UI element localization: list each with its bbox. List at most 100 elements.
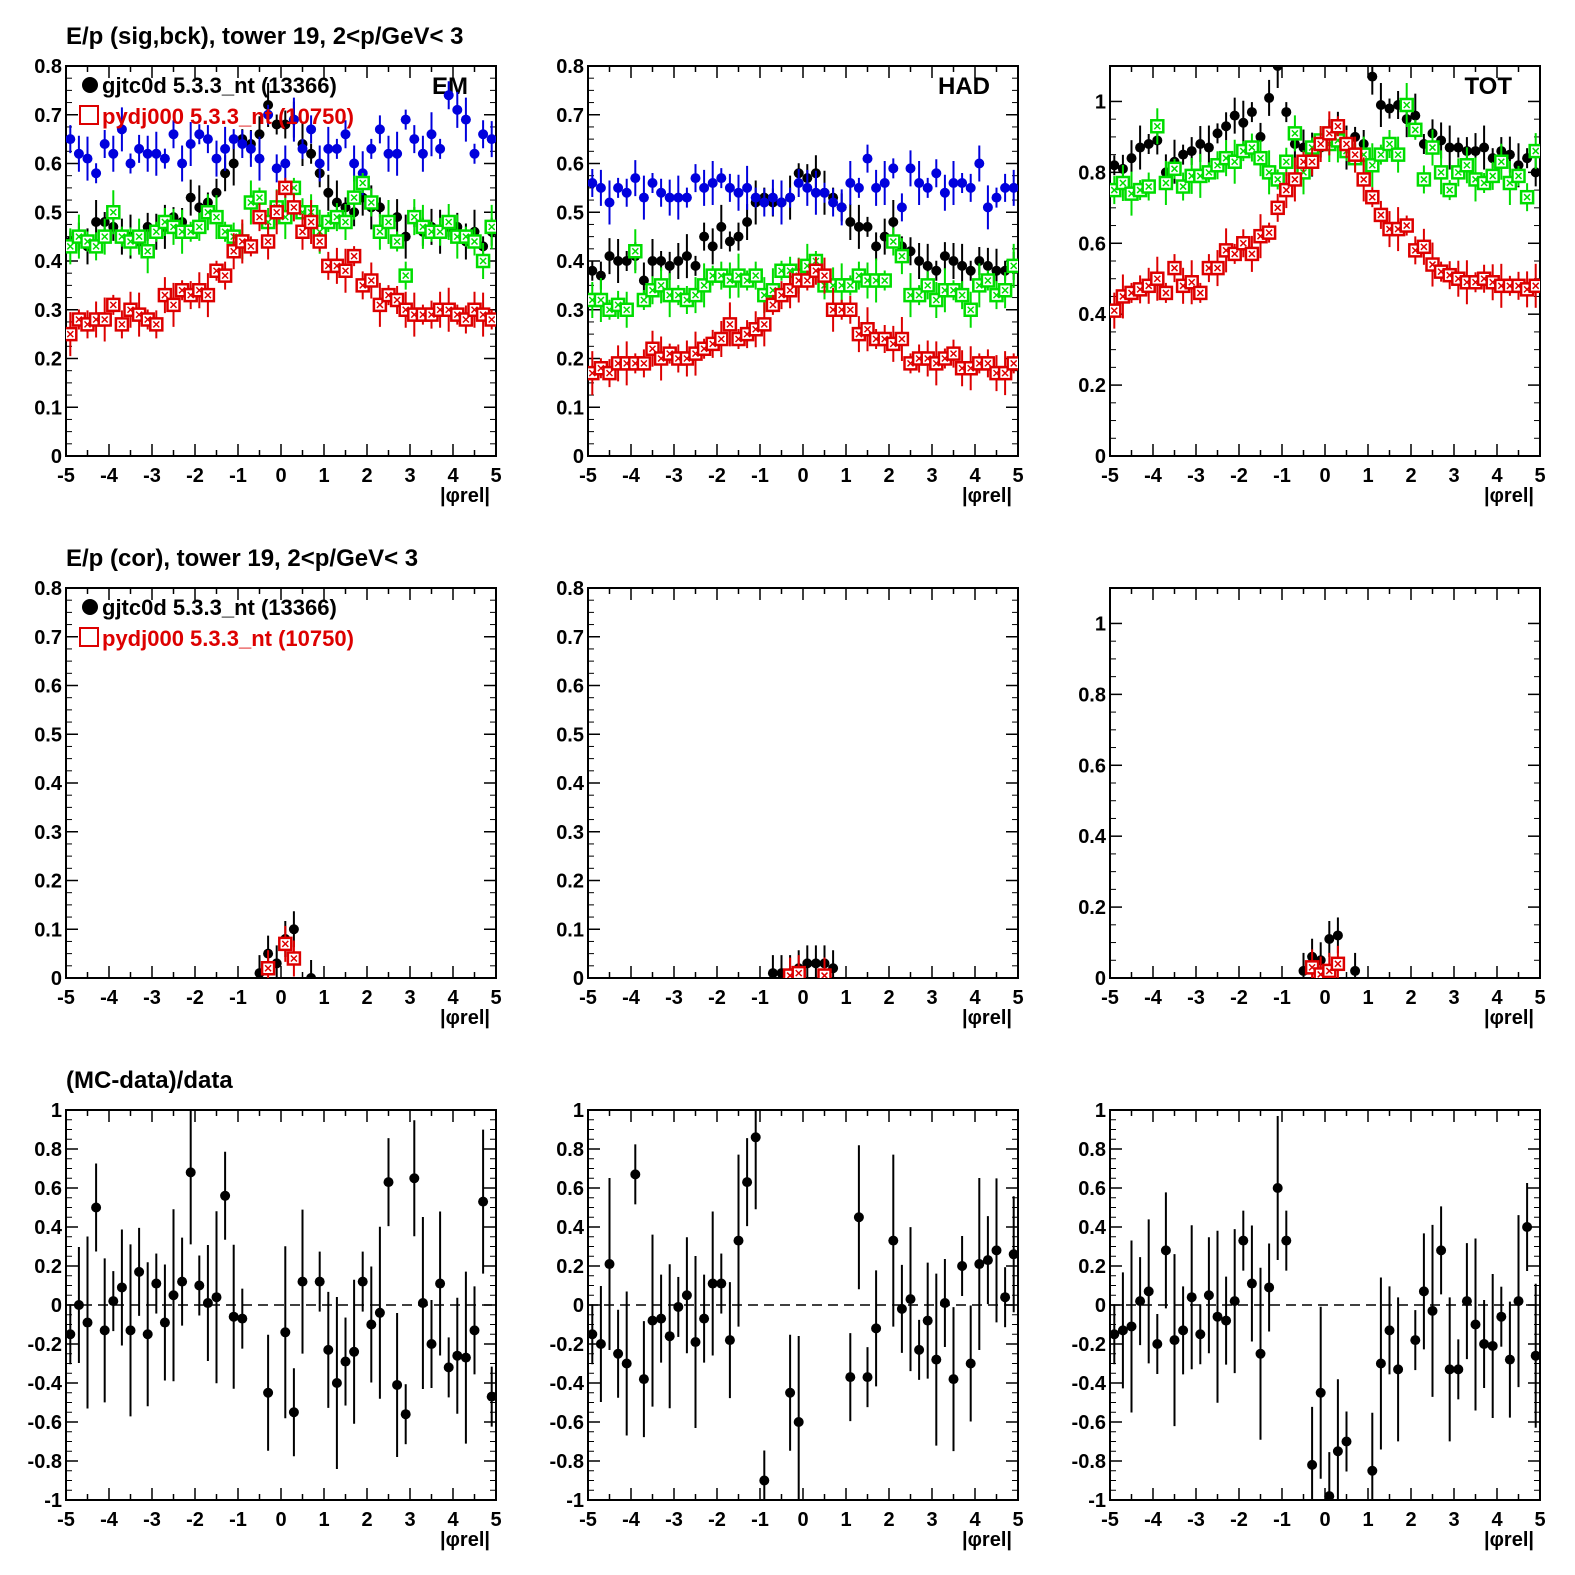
x-tick-label: 2 [1405, 987, 1416, 1009]
y-tick-label: 0.8 [34, 1139, 62, 1161]
data-point [1384, 1325, 1395, 1336]
x-tick-label: -4 [100, 1509, 119, 1531]
data-point-cross [359, 179, 367, 187]
data-point [1375, 100, 1386, 110]
data-point [828, 197, 839, 208]
data-point [1410, 110, 1421, 121]
data-point [1135, 1296, 1146, 1307]
data-point [452, 104, 463, 115]
data-point-cross [1282, 158, 1290, 166]
data-point [478, 1196, 489, 1207]
data-point [1436, 1245, 1447, 1256]
data-point-cross [1360, 175, 1368, 183]
x-axis-label: |φrel| [440, 1529, 490, 1551]
x-tick-label: -3 [143, 987, 161, 1009]
x-tick-label: 0 [275, 1509, 286, 1531]
data-point-cross [247, 242, 255, 250]
data-point [871, 1323, 882, 1334]
data-point [409, 134, 420, 145]
x-axis-label: |φrel| [1484, 1529, 1534, 1551]
data-point [331, 143, 342, 154]
data-point [871, 241, 882, 252]
data-point-cross [1385, 140, 1394, 148]
data-point [443, 90, 454, 101]
y-tick-label: 0.1 [556, 919, 584, 941]
data-point-cross [760, 320, 768, 328]
data-point-cross [657, 281, 665, 289]
y-tick-label: 0.6 [556, 154, 584, 176]
data-point [73, 148, 84, 159]
data-point [185, 192, 196, 203]
data-point [905, 163, 916, 174]
data-point [939, 187, 950, 198]
y-tick-label: -0.6 [1072, 1412, 1106, 1434]
data-point-cross [281, 940, 289, 948]
x-tick-label: 3 [404, 465, 415, 487]
data-point-cross [889, 237, 897, 246]
panel-r1_tot: -5 -4 -3 -2 -1 0 1 2 3 4 5|φrel| 0 0.2 0.4 0.6 0.8 1 TOT [1078, 65, 1546, 507]
data-point [280, 1327, 291, 1338]
x-tick-label: -4 [622, 465, 641, 487]
data-point-cross [915, 291, 923, 299]
data-point [853, 182, 864, 193]
data-point-cross [795, 969, 803, 977]
data-point-cross [648, 345, 657, 353]
data-point [982, 202, 993, 213]
data-point [383, 148, 394, 159]
data-point [478, 129, 489, 140]
y-tick-label: 0 [51, 1295, 62, 1317]
x-tick-label: 5 [490, 1509, 501, 1531]
data-point-cross [1291, 175, 1299, 183]
data-point [750, 192, 761, 203]
data-point [1496, 1311, 1507, 1322]
data-point [853, 221, 864, 232]
x-tick-label: -5 [1101, 987, 1119, 1009]
data-point [392, 1379, 403, 1390]
data-point [742, 217, 753, 227]
data-point [297, 1276, 308, 1287]
data-point [767, 968, 778, 978]
data-point [1143, 1286, 1154, 1297]
data-point [1246, 1278, 1257, 1289]
data-point [271, 119, 282, 130]
data-point [1221, 1315, 1232, 1326]
data-point [116, 124, 127, 135]
data-point [331, 1378, 342, 1388]
x-tick-label: -2 [708, 1509, 726, 1531]
data-point [177, 1276, 188, 1287]
x-tick-label: 0 [1319, 987, 1330, 1009]
data-point [656, 256, 667, 266]
data-point [707, 1278, 718, 1289]
data-point-cross [350, 252, 358, 260]
data-point [716, 1278, 727, 1289]
data-point-box [817, 968, 832, 978]
data-point [202, 134, 213, 145]
x-tick-label: 4 [1491, 1509, 1503, 1531]
data-point [1221, 121, 1232, 132]
data-point [1522, 1222, 1533, 1232]
x-tick-label: -3 [1187, 465, 1205, 487]
data-point [1367, 71, 1378, 82]
y-tick-label: 0.4 [34, 251, 63, 273]
data-point [1453, 1364, 1464, 1375]
data-point [1504, 1354, 1515, 1365]
data-point [99, 139, 110, 149]
data-point [366, 1319, 377, 1330]
data-point [1324, 1491, 1335, 1500]
data-point-cross [1368, 193, 1376, 201]
data-point-cross [1110, 307, 1118, 315]
data-point [888, 1235, 899, 1246]
data-point [469, 148, 480, 159]
x-tick-label: 1 [840, 987, 851, 1009]
data-point [228, 1311, 239, 1322]
data-point [1427, 1305, 1438, 1316]
data-point [1470, 146, 1481, 157]
data-point-cross [1145, 183, 1153, 191]
data-point-cross [152, 320, 160, 328]
data-point-cross [1274, 175, 1282, 183]
x-tick-label: 4 [447, 465, 459, 487]
data-point [220, 1190, 231, 1201]
x-tick-label: 4 [969, 465, 981, 487]
x-tick-label: -4 [622, 987, 641, 1009]
y-tick-label: 0.5 [556, 724, 584, 746]
